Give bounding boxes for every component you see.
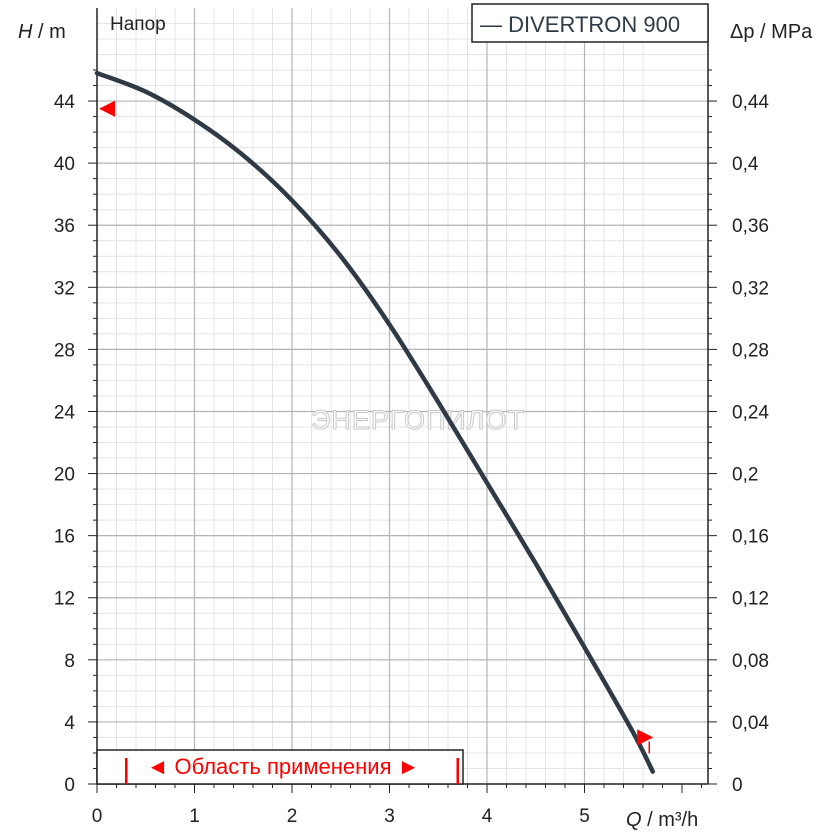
y-right-tick-label: 0,2 — [732, 465, 758, 486]
curve-layer — [94, 70, 656, 774]
minor-grid — [97, 8, 708, 784]
y-left-tick-label: 16 — [54, 527, 75, 548]
y-left-tick-label: 12 — [54, 589, 75, 610]
major-grid — [97, 8, 708, 784]
y-right-tick-label: 0,16 — [732, 527, 769, 548]
application-range-box — [96, 749, 464, 785]
max-head-marker — [99, 100, 115, 117]
y-right-tick-label: 0,24 — [732, 402, 769, 423]
y-left-tick-label: 44 — [54, 92, 76, 113]
x-tick-label: 5 — [579, 806, 590, 827]
x-tick-label: 1 — [189, 806, 200, 827]
x-tick-label: 3 — [384, 806, 395, 827]
y-left-tick-label: 40 — [54, 154, 75, 175]
max-flow-marker — [637, 729, 654, 746]
y-right-tick-label: 0,32 — [732, 278, 769, 299]
y-right-axis-label: Δp / MPa — [730, 21, 813, 43]
x-tick-labels: 0 1 2 3 4 5 — [92, 806, 590, 827]
y-left-tick-label: 0 — [64, 775, 75, 796]
y-right-tick-label: 0,08 — [732, 651, 769, 672]
y-right-tick-label: 0,12 — [732, 589, 769, 610]
x-tick-label: 0 — [92, 806, 103, 827]
y-left-tick-labels: 0 4 8 12 16 20 24 28 32 36 40 44 — [54, 92, 76, 796]
y-right-tick-label: 0,28 — [732, 340, 769, 361]
y-left-tick-label: 4 — [64, 713, 75, 734]
x-tick-label: 2 — [287, 806, 298, 827]
y-left-tick-label: 20 — [54, 465, 75, 486]
axis-ticks — [88, 69, 717, 793]
y-right-tick-label: 0,36 — [732, 216, 769, 237]
y-left-tick-label: 24 — [54, 402, 76, 423]
y-right-tick-label: 0,44 — [732, 92, 769, 113]
y-left-tick-label: 32 — [54, 278, 75, 299]
y-left-tick-label: 36 — [54, 216, 75, 237]
chart-title: Напор — [110, 14, 166, 35]
watermark: ЭНЕРГОПИЛОТ — [311, 405, 525, 435]
y-left-tick-label: 28 — [54, 340, 75, 361]
y-right-tick-label: 0,04 — [732, 713, 769, 734]
series-line-divertron-900 — [94, 70, 656, 774]
legend-box — [471, 3, 709, 43]
range-markers — [99, 100, 654, 754]
y-left-tick-label: 8 — [64, 651, 75, 672]
application-range: ◄ Область применения ► — [96, 749, 464, 785]
y-right-tick-labels: 0 0,04 0,08 0,12 0,16 0,2 0,24 0,28 0,32 0,36 0,4 0… — [732, 92, 769, 796]
application-range-label: ◄ Область применения ► — [147, 754, 420, 779]
y-left-axis-label: H / m — [18, 21, 66, 43]
y-right-tick-label: 0 — [732, 775, 743, 796]
legend-label: — DIVERTRON 900 — [480, 12, 680, 37]
y-right-tick-label: 0,4 — [732, 154, 759, 175]
legend: — DIVERTRON 900 — [471, 3, 709, 43]
x-axis-label: Q / m³/h — [626, 809, 698, 831]
x-tick-label: 4 — [482, 806, 493, 827]
